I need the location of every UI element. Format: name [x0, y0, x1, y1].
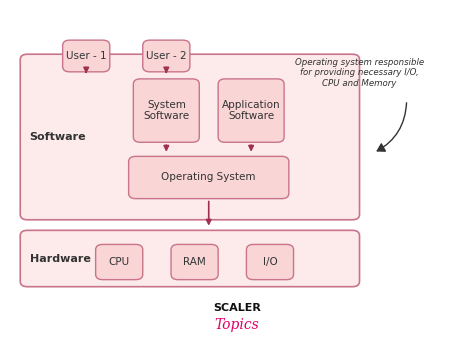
FancyBboxPatch shape: [63, 40, 110, 72]
FancyBboxPatch shape: [128, 156, 289, 199]
FancyBboxPatch shape: [20, 54, 359, 220]
Text: User - 2: User - 2: [146, 51, 187, 61]
Text: Application
Software: Application Software: [222, 100, 281, 121]
Text: User - 1: User - 1: [66, 51, 107, 61]
FancyBboxPatch shape: [218, 79, 284, 142]
FancyBboxPatch shape: [133, 79, 199, 142]
FancyArrowPatch shape: [377, 103, 407, 151]
Text: CPU: CPU: [109, 257, 130, 267]
Text: SCALER: SCALER: [213, 303, 261, 313]
FancyBboxPatch shape: [143, 40, 190, 72]
FancyBboxPatch shape: [96, 245, 143, 280]
FancyBboxPatch shape: [20, 230, 359, 287]
Text: Topics: Topics: [215, 318, 259, 332]
FancyBboxPatch shape: [246, 245, 293, 280]
Text: Hardware: Hardware: [30, 253, 91, 263]
Text: Operating System: Operating System: [162, 173, 256, 182]
FancyBboxPatch shape: [171, 245, 218, 280]
Text: Software: Software: [30, 132, 86, 142]
Text: System
Software: System Software: [143, 100, 190, 121]
Text: I/O: I/O: [263, 257, 277, 267]
Text: RAM: RAM: [183, 257, 206, 267]
Text: Operating system responsible
for providing necessary I/O,
CPU and Memory: Operating system responsible for providi…: [295, 58, 424, 88]
